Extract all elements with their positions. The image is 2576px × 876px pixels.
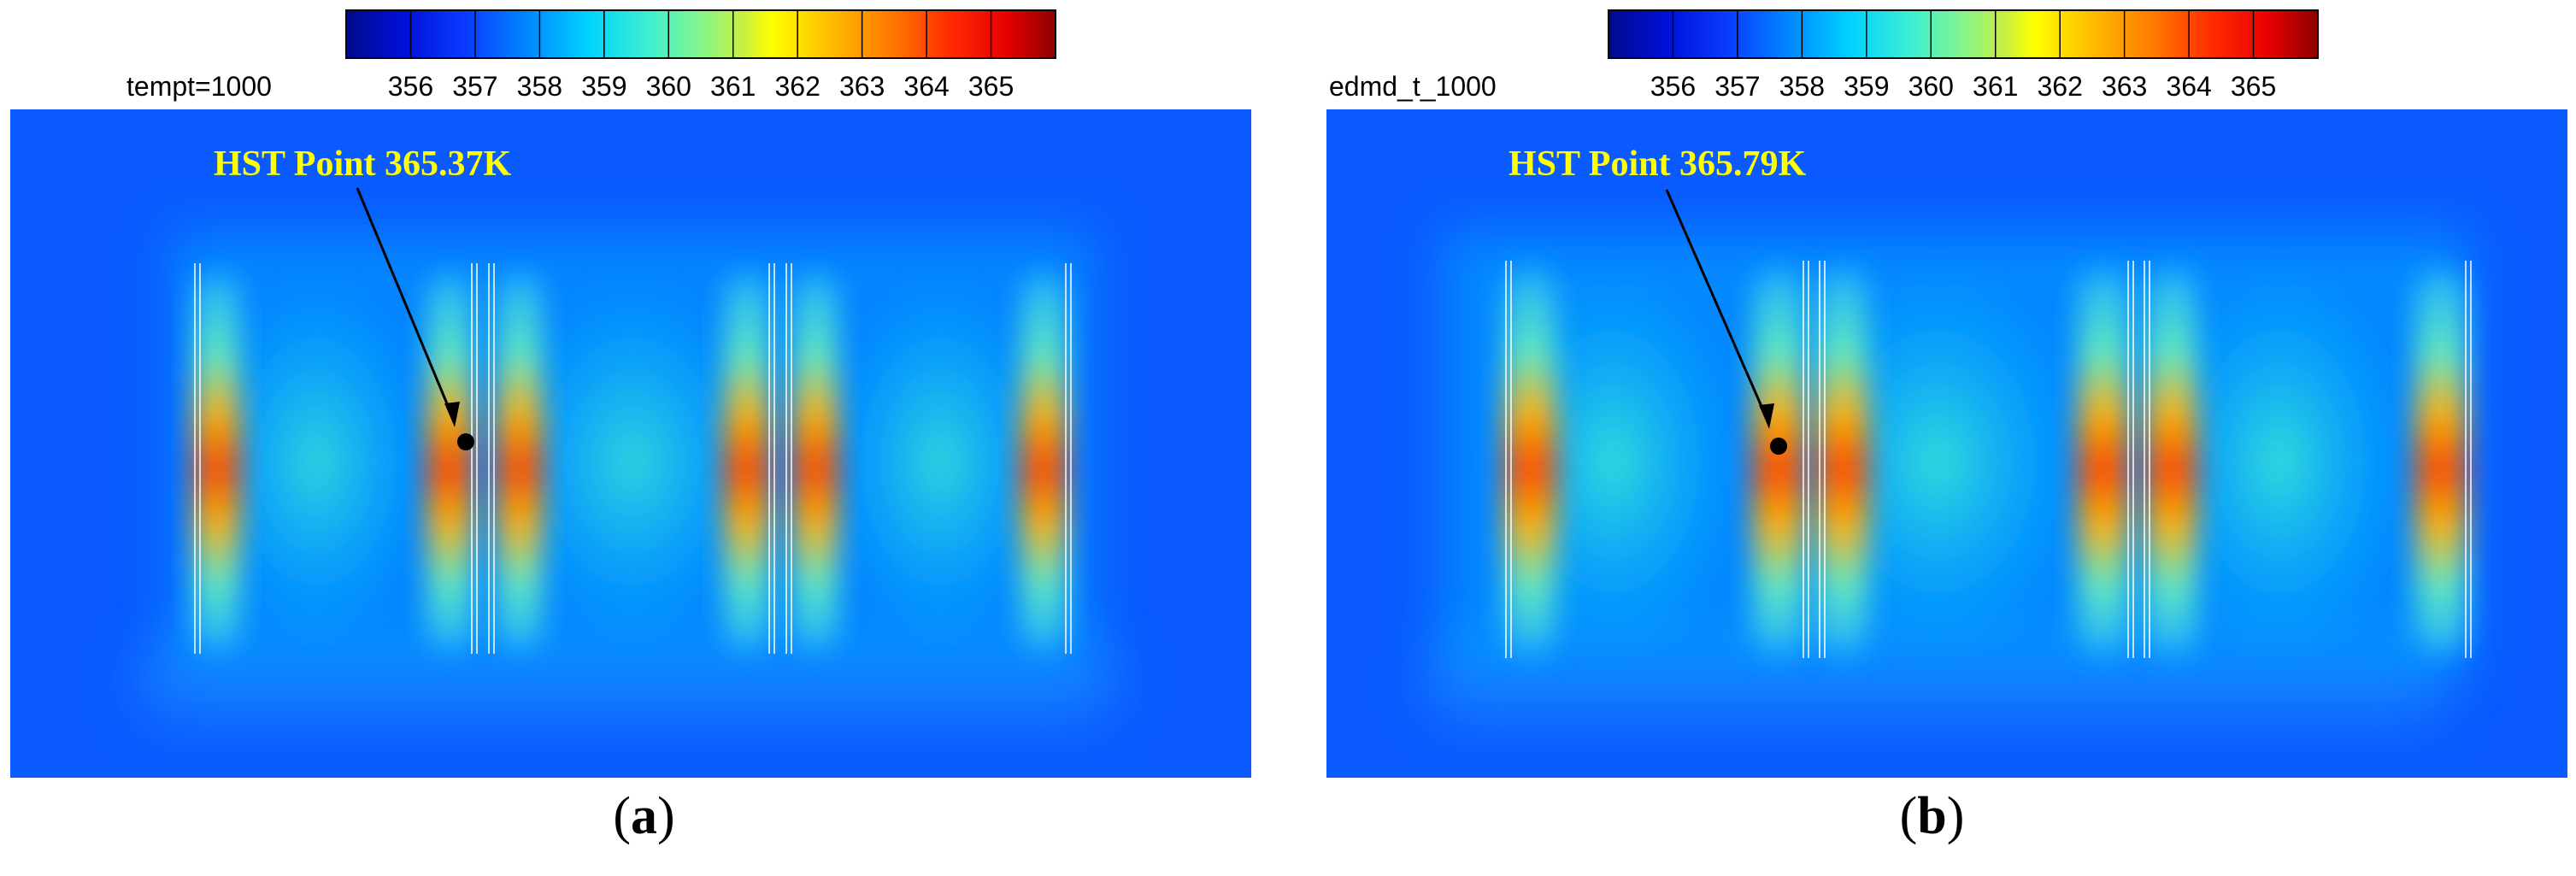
winding-column-3-a [497, 273, 542, 650]
winding-column-6-b [2416, 269, 2466, 654]
caption-a: (a) [613, 787, 675, 845]
colorbar-tick-label: 358 [1779, 71, 1825, 102]
temperature-field-a [10, 109, 1251, 778]
winding-column-5-b [2147, 269, 2197, 654]
panel-title-a: tempt=1000 [126, 71, 272, 102]
heatmap-figure-b: 356 357 358 359 360 361 362 363 364 365 edmd_t_10… [1326, 9, 2567, 778]
colorbar-tick-label: 356 [1650, 71, 1696, 102]
winding-column-6-a [1021, 273, 1066, 650]
colorbar-b [1608, 9, 2319, 59]
colorbar-ticks-b: 356 357 358 359 360 361 362 363 364 365 [1650, 71, 2276, 102]
colorbar-tick-label: 361 [1973, 71, 2018, 102]
winding-column-3-b [1818, 269, 1867, 654]
colorbar-tick-label: 357 [452, 71, 497, 102]
panel-b: 356 357 358 359 360 361 362 363 364 365 edmd_t_10… [1288, 0, 2576, 872]
colorbar-tick-label: 360 [646, 71, 691, 102]
colorbar-tick-label: 360 [1908, 71, 1954, 102]
colorbar-tick-label: 356 [388, 71, 433, 102]
colorbar-tick-label: 361 [710, 71, 756, 102]
panel-title-b: edmd_t_1000 [1329, 71, 1497, 102]
hst-point-label-a: HST Point 365.37K [214, 144, 511, 184]
hst-point-label-b: HST Point 365.79K [1509, 144, 1806, 184]
colorbar-tick-label: 362 [2037, 71, 2082, 102]
colorbar-tick-label: 359 [1844, 71, 1889, 102]
colorbar-tick-label: 365 [2231, 71, 2276, 102]
colorbar-tick-label: 362 [774, 71, 820, 102]
hst-point-marker-b [1770, 438, 1787, 455]
colorbar-tick-label: 364 [2166, 71, 2211, 102]
colorbar-separators-b [1672, 10, 2255, 58]
colorbar-a [345, 9, 1056, 59]
hst-arrow-a [356, 187, 456, 423]
winding-column-4-b [2079, 269, 2128, 654]
colorbar-tick-label: 358 [517, 71, 562, 102]
winding-column-1-b [1506, 269, 1556, 654]
colorbar-separators-a [409, 10, 992, 58]
winding-column-5-a [793, 273, 838, 650]
heatmap-figure-a: 356 357 358 359 360 361 362 363 364 365 tempt=100… [10, 9, 1251, 778]
colorbar-tick-label: 364 [903, 71, 949, 102]
colorbar-tick-label: 365 [968, 71, 1014, 102]
winding-column-4-a [725, 273, 769, 650]
caption-b: (b) [1899, 787, 1965, 845]
colorbar-tick-label: 359 [581, 71, 626, 102]
hst-point-marker-a [457, 433, 474, 450]
colorbar-tick-label: 363 [839, 71, 885, 102]
hst-arrow-b [1665, 189, 1771, 425]
colorbar-tick-label: 363 [2102, 71, 2147, 102]
hst-arrowhead-b [1759, 403, 1774, 429]
winding-column-2-a [427, 273, 472, 650]
colorbar-ticks-a: 356 357 358 359 360 361 362 363 364 365 [388, 71, 1014, 102]
winding-column-1-a [195, 273, 239, 650]
hst-arrowhead-a [444, 402, 460, 427]
panel-a: 356 357 358 359 360 361 362 363 364 365 tempt=100… [0, 0, 1288, 872]
temperature-field-b [1326, 109, 2567, 778]
winding-column-2-b [1754, 269, 1803, 654]
colorbar-tick-label: 357 [1714, 71, 1760, 102]
